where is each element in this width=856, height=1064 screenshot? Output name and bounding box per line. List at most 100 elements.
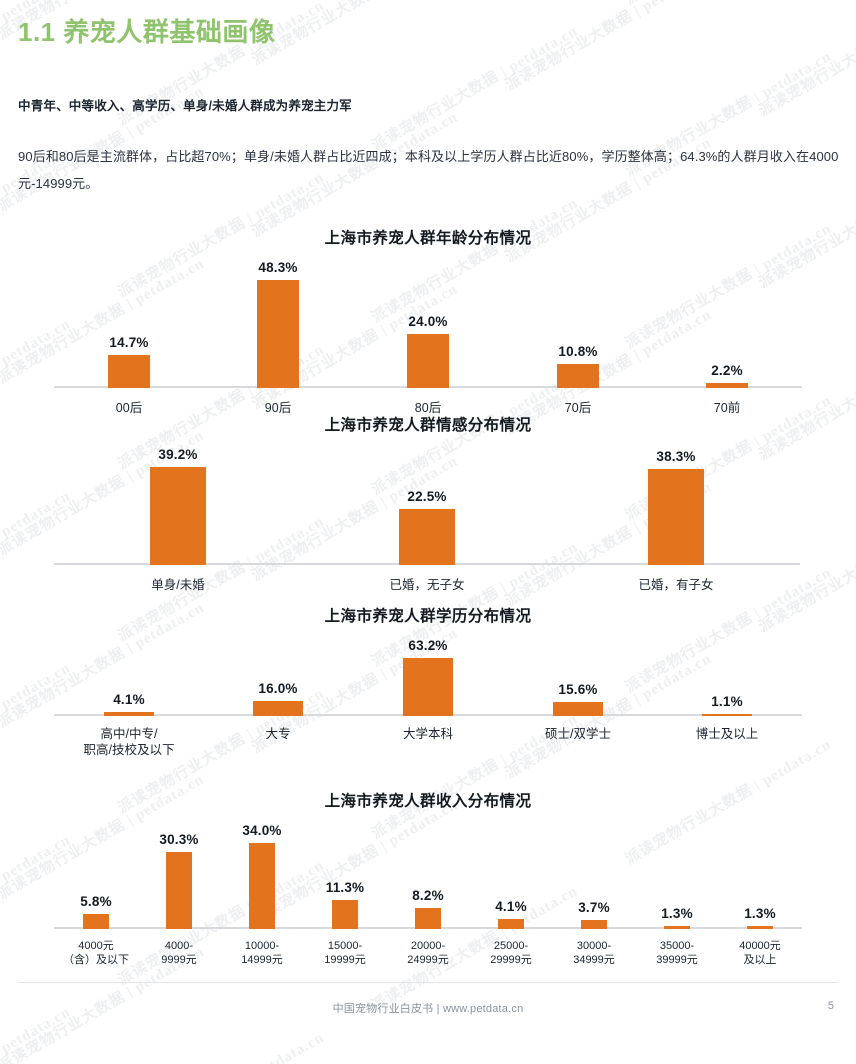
bar-group: 30.3% 4000- 9999元	[159, 832, 198, 966]
bar	[249, 843, 275, 929]
category-label: 15000- 19999元	[324, 940, 366, 966]
bar	[257, 280, 299, 388]
bar	[403, 658, 453, 716]
bar-value-label: 1.1%	[711, 694, 743, 709]
chart-title: 上海市养宠人群年龄分布情况	[324, 230, 532, 247]
bar-value-label: 3.7%	[578, 900, 610, 915]
bar-value-label: 48.3%	[258, 260, 298, 275]
bar-group: 38.3% 已婚，有子女	[638, 449, 713, 592]
category-label: 硕士/双学士	[545, 727, 611, 741]
bar-value-label: 24.0%	[408, 314, 448, 329]
bar	[581, 920, 607, 929]
page-number: 5	[827, 1000, 834, 1012]
bar-group: 11.3% 15000- 19999元	[324, 843, 366, 966]
category-label: 高中/中专/职高/技校及以下	[83, 727, 175, 757]
bar	[664, 926, 690, 929]
bar	[104, 712, 154, 716]
bar-value-label: 14.7%	[109, 335, 149, 350]
bar	[648, 469, 704, 565]
bar	[553, 702, 603, 716]
category-label: 90后	[264, 401, 292, 415]
category-label: 00后	[115, 401, 143, 415]
bar-group: 15.6% 硕士/双学士	[545, 658, 611, 741]
bar-group: 1.3% 35000- 39999元	[656, 843, 698, 966]
chart-plot-area: 39.2% 单身/未婚 22.5% 已婚，无子女 38.3% 已婚，有子女	[54, 447, 800, 592]
chart-title: 上海市养宠人群学历分布情况	[324, 608, 532, 625]
chart-age-distribution: 上海市养宠人群年龄分布情况 14.7% 00后 48.3% 90后 24.0% 80后 10…	[0, 226, 856, 415]
bar-group: 4.1% 高中/中专/职高/技校及以下	[84, 658, 175, 757]
bar-value-label: 1.3%	[744, 906, 776, 921]
bar-value-label: 22.5%	[407, 489, 447, 504]
bar-group: 63.2% 大学本科	[403, 638, 453, 741]
bar-group: 14.7% 00后	[108, 280, 150, 415]
bar-value-label: 1.3%	[661, 906, 693, 921]
bar-value-label: 30.3%	[159, 832, 199, 847]
bar	[498, 919, 524, 929]
bar	[557, 364, 599, 388]
chart-title: 上海市养宠人群情感分布情况	[324, 417, 532, 434]
bar-group: 4.1% 25000- 29999元	[490, 843, 532, 966]
bar-value-label: 16.0%	[258, 681, 298, 696]
category-label: 单身/未婚	[151, 578, 205, 592]
bar-group: 48.3% 90后	[257, 260, 299, 415]
page-title: 1.1 养宠人群基础画像	[18, 17, 276, 47]
category-label: 20000- 24999元	[407, 940, 449, 966]
bar	[332, 900, 358, 929]
lead-statement: 中青年、中等收入、高学历、单身/未婚人群成为养宠主力军	[18, 99, 352, 113]
bar-group: 8.2% 20000- 24999元	[407, 843, 449, 966]
category-label: 25000- 29999元	[490, 940, 532, 966]
bar-group: 1.3% 40000元 及以上	[739, 843, 781, 966]
bar	[399, 509, 455, 565]
bar-group: 16.0% 大专	[253, 658, 303, 741]
bar-group: 5.8% 4000元 （含）及以下	[63, 843, 129, 966]
footer-divider	[18, 982, 838, 983]
category-label: 70前	[713, 401, 741, 415]
category-label: 大专	[265, 727, 291, 741]
body-paragraph: 90后和80后是主流群体，占比超70%；单身/未婚人群占比近四成；本科及以上学历…	[18, 149, 839, 191]
bar-group: 1.1% 博士及以上	[696, 658, 759, 741]
bar-group: 3.7% 30000- 34999元	[573, 843, 615, 966]
footer-label: 中国宠物行业白皮书 | www.petdata.cn	[332, 1003, 524, 1015]
bar-value-label: 8.2%	[412, 888, 444, 903]
chart-plot-area: 14.7% 00后 48.3% 90后 24.0% 80后 10.8% 70后 2.2% 70前	[54, 260, 802, 415]
category-label: 已婚，无子女	[389, 578, 465, 592]
bar-group: 24.0% 80后	[407, 280, 449, 415]
category-label: 30000- 34999元	[573, 940, 615, 966]
bar-group: 34.0% 10000- 14999元	[241, 823, 283, 966]
bar-value-label: 34.0%	[242, 823, 282, 838]
category-label: 70后	[564, 401, 592, 415]
bar	[108, 355, 150, 388]
bar-group: 39.2% 单身/未婚	[150, 447, 206, 592]
bar-value-label: 5.8%	[80, 894, 112, 909]
bar	[407, 334, 449, 388]
category-label: 4000- 9999元	[161, 940, 197, 966]
bar-value-label: 2.2%	[711, 363, 743, 378]
bar	[747, 926, 773, 929]
category-label: 80后	[414, 401, 442, 415]
chart-plot-area: 4.1% 高中/中专/职高/技校及以下 16.0% 大专 63.2% 大学本科 15.6% 硕…	[54, 638, 802, 757]
chart-title: 上海市养宠人群收入分布情况	[324, 793, 532, 810]
bar-value-label: 38.3%	[656, 449, 696, 464]
category-label: 大学本科	[402, 727, 454, 741]
bar-value-label: 10.8%	[558, 344, 598, 359]
bar	[702, 714, 752, 716]
bar	[706, 383, 748, 388]
bar-value-label: 4.1%	[495, 899, 527, 914]
category-label: 博士及以上	[695, 727, 759, 741]
bar	[150, 467, 206, 565]
chart-relationship-distribution: 上海市养宠人群情感分布情况 39.2% 单身/未婚 22.5% 已婚，无子女 38.3%…	[0, 413, 856, 592]
category-label: 35000- 39999元	[656, 940, 698, 966]
category-label: 40000元 及以上	[739, 940, 781, 966]
category-label: 已婚，有子女	[638, 578, 714, 592]
bar-value-label: 63.2%	[408, 638, 448, 653]
bar	[253, 701, 303, 716]
category-label: 4000元 （含）及以下	[63, 940, 129, 966]
bar-value-label: 11.3%	[325, 880, 365, 895]
chart-plot-area: 5.8% 4000元 （含）及以下 30.3% 4000- 9999元 34.0% 10000…	[54, 823, 802, 966]
bar-group: 10.8% 70后	[557, 280, 599, 415]
bar-value-label: 15.6%	[558, 682, 598, 697]
bar-group: 2.2% 70前	[706, 280, 748, 415]
bar	[415, 908, 441, 929]
chart-income-distribution: 上海市养宠人群收入分布情况 5.8% 4000元 （含）及以下 30.3% 4000- 9…	[0, 789, 856, 966]
